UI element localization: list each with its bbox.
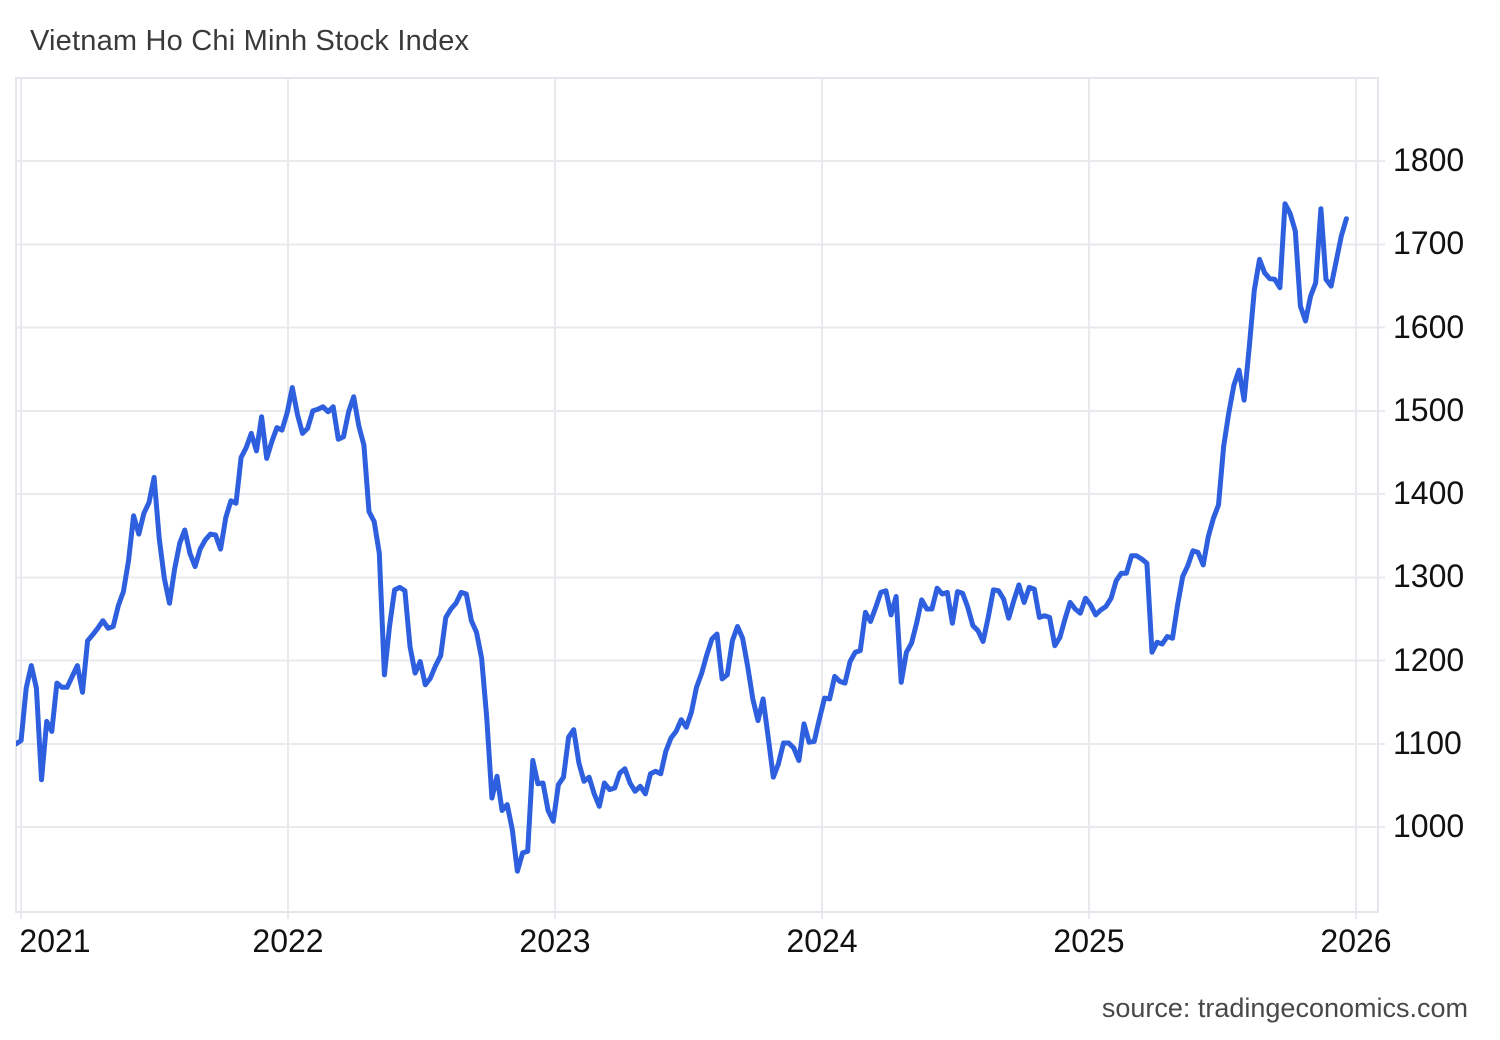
y-axis-label: 1200 [1393, 642, 1465, 678]
y-axis-label: 1600 [1393, 309, 1465, 345]
price-line[interactable] [16, 201, 1349, 874]
y-axis-label: 1000 [1393, 808, 1465, 844]
plot-border [15, 77, 1379, 913]
y-axis-label: 1300 [1393, 558, 1465, 594]
x-axis-label: 2022 [252, 923, 324, 959]
chart-title: Vietnam Ho Chi Minh Stock Index [30, 25, 470, 57]
y-axis-label: 1400 [1393, 475, 1465, 511]
y-axis-label: 1500 [1393, 392, 1465, 428]
x-axis-label: 2024 [786, 923, 858, 959]
x-axis-label: 2025 [1053, 923, 1125, 959]
y-axis-label: 1100 [1393, 725, 1462, 761]
x-axis-label: 2023 [519, 923, 591, 959]
x-axis-label: 2021 [19, 923, 91, 959]
y-axis-label: 1800 [1393, 142, 1465, 178]
source-credit: source: tradingeconomics.com [1101, 993, 1468, 1023]
x-axis-label: 2026 [1320, 923, 1392, 959]
y-axis-label: 1700 [1393, 225, 1465, 261]
